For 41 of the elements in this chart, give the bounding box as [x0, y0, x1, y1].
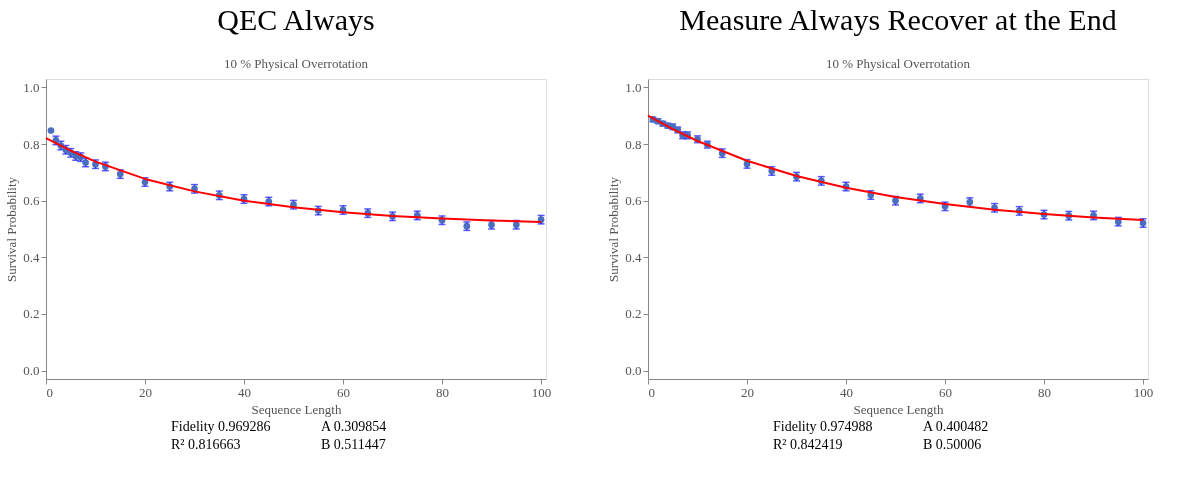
chart-subtitle: 10 % Physical Overrotation	[825, 56, 971, 71]
y-tick-label: 0.0	[23, 363, 40, 379]
x-tick-label: 100	[1133, 384, 1154, 400]
point	[47, 127, 55, 134]
x-tick-label: 80	[436, 384, 450, 400]
chart-title: Measure Always Recover at the End	[679, 3, 1117, 36]
y-tick-label: 0.8	[625, 136, 642, 152]
x-axis-title: Sequence Length	[251, 401, 342, 417]
x-tick-label: 100	[531, 384, 552, 400]
y-axis-title: Survival Probability	[4, 176, 20, 283]
y-tick-label: 0.2	[23, 306, 40, 322]
text: A 0.400482	[923, 419, 989, 434]
text: B 0.50006	[923, 437, 982, 452]
y-tick-label: 1.0	[625, 79, 642, 95]
text: R² 0.842419	[773, 437, 843, 452]
y-tick-label: 0.6	[23, 193, 40, 209]
y-tick-label: 1.0	[23, 79, 40, 95]
y-tick-label: 0.8	[23, 136, 40, 152]
chart-subtitle: 10 % Physical Overrotation	[223, 56, 369, 71]
text: Fidelity 0.974988	[773, 419, 873, 434]
x-tick-label: 80	[1038, 384, 1052, 400]
x-tick-label: 20	[139, 384, 153, 400]
y-tick-label: 0.2	[625, 306, 642, 322]
x-tick-label: 60	[939, 384, 953, 400]
text: Fidelity 0.969286	[171, 419, 271, 434]
x-tick-label: 0	[46, 384, 53, 400]
text: R² 0.816663	[171, 437, 241, 452]
x-axis-title: Sequence Length	[853, 401, 944, 417]
x-tick-label: 40	[238, 384, 252, 400]
chart-title: QEC Always	[217, 3, 375, 36]
x-tick-label: 0	[648, 384, 655, 400]
x-tick-label: 60	[337, 384, 351, 400]
text: A 0.309854	[321, 419, 387, 434]
text: B 0.511447	[321, 437, 386, 452]
x-tick-label: 20	[741, 384, 755, 400]
y-tick-label: 0.4	[625, 249, 642, 265]
y-tick-label: 0.4	[23, 249, 40, 265]
y-tick-label: 0.0	[625, 363, 642, 379]
y-tick-label: 0.6	[625, 193, 642, 209]
x-tick-label: 40	[840, 384, 854, 400]
y-axis-title: Survival Probability	[606, 176, 622, 283]
